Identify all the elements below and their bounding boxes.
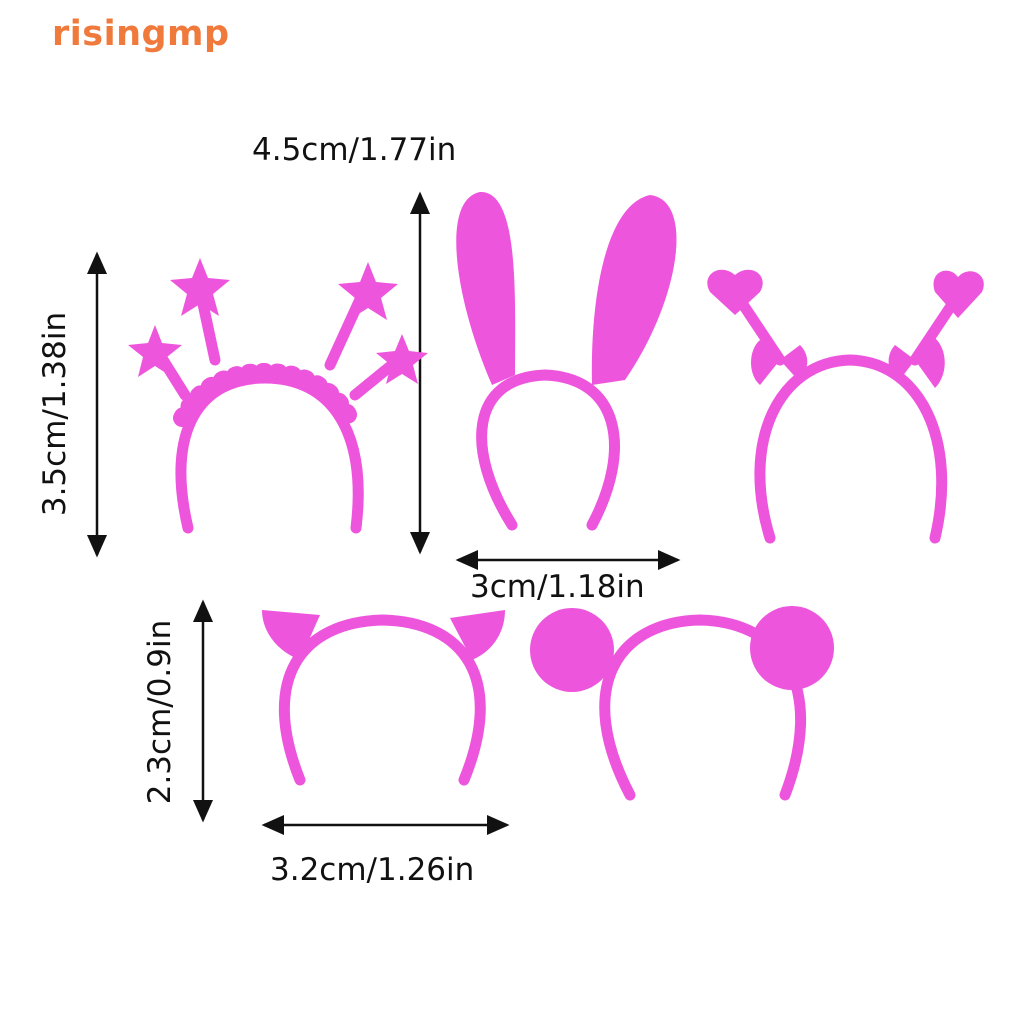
heart-icon [707,269,763,315]
heart-bow-headband [707,269,984,544]
star-icon [170,258,230,316]
star-icon [128,325,182,377]
bear-ears-headband [530,606,834,801]
bow-icon [751,340,808,385]
dimension-label-cat-width: 3.2cm/1.26in [270,852,475,888]
dimension-label-bunny-width: 3cm/1.18in [470,569,645,605]
brand-watermark: risingmp [52,14,230,54]
star-icon [376,334,428,384]
dimension-label-cat-height: 2.3cm/0.9in [142,619,178,805]
dimension-label-star-height: 3.5cm/1.38in [37,311,73,517]
cat-ears-headband [262,610,505,786]
heart-icon [933,270,984,318]
star-headband [128,258,428,534]
bow-icon [888,338,945,388]
dimension-label-bunny-height: 4.5cm/1.77in [252,132,457,168]
star-icon [338,262,398,320]
bunny-ears-headband [456,191,677,531]
